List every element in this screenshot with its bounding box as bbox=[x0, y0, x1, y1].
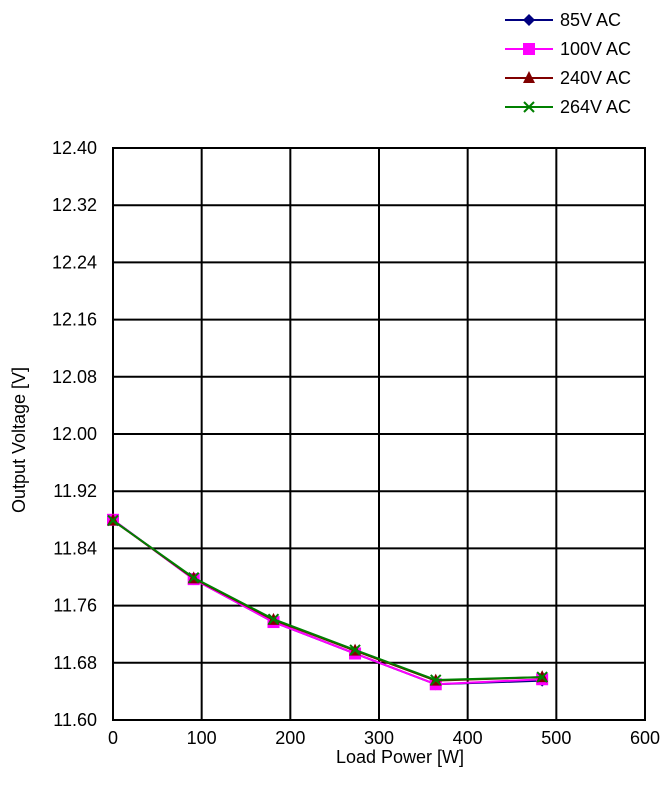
y-axis-label: Output Voltage [V] bbox=[9, 367, 29, 513]
x-tick-label: 200 bbox=[275, 728, 305, 748]
x-axis-ticks: 0 100 200 300 400 500 600 bbox=[108, 728, 660, 748]
grid bbox=[112, 147, 646, 721]
legend-entry: 100V AC bbox=[505, 39, 631, 59]
data-point bbox=[523, 101, 535, 113]
y-tick-label: 12.00 bbox=[52, 424, 97, 444]
data-point bbox=[107, 514, 119, 527]
legend-label: 240V AC bbox=[560, 68, 631, 88]
series-264v-ac bbox=[107, 514, 548, 686]
series-240v-ac bbox=[107, 513, 549, 686]
legend-label: 100V AC bbox=[560, 39, 631, 59]
data-point bbox=[523, 71, 535, 83]
y-axis-ticks: 11.60 11.68 11.76 11.84 11.92 12.00 12.08 12.16… bbox=[52, 138, 97, 730]
y-tick-label: 12.40 bbox=[52, 138, 97, 158]
x-tick-label: 300 bbox=[364, 728, 394, 748]
series-line bbox=[112, 518, 543, 686]
series-group bbox=[107, 513, 549, 691]
legend-label: 85V AC bbox=[560, 10, 621, 30]
x-tick-label: 400 bbox=[453, 728, 483, 748]
data-point bbox=[536, 671, 548, 683]
x-tick-label: 500 bbox=[541, 728, 571, 748]
data-point bbox=[187, 572, 200, 584]
data-point bbox=[523, 14, 535, 26]
y-tick-label: 12.16 bbox=[52, 310, 97, 330]
data-point bbox=[349, 644, 361, 656]
y-tick-label: 12.08 bbox=[52, 367, 97, 387]
legend-entry: 264V AC bbox=[505, 97, 631, 117]
series-line bbox=[112, 519, 543, 682]
y-tick-label: 11.84 bbox=[53, 538, 97, 558]
data-point bbox=[267, 613, 280, 625]
x-tick-label: 0 bbox=[108, 728, 118, 748]
y-tick-label: 11.68 bbox=[53, 653, 97, 673]
y-tick-label: 11.92 bbox=[53, 481, 97, 501]
data-point bbox=[430, 674, 442, 686]
y-tick-label: 11.60 bbox=[53, 710, 97, 730]
series-line bbox=[112, 519, 543, 681]
y-tick-label: 12.24 bbox=[52, 252, 97, 272]
x-axis-label: Load Power [W] bbox=[336, 747, 464, 767]
plot-area bbox=[112, 147, 646, 721]
legend-label: 264V AC bbox=[560, 97, 631, 117]
data-point bbox=[523, 43, 535, 55]
y-tick-label: 12.32 bbox=[52, 195, 97, 215]
y-tick-label: 11.76 bbox=[53, 596, 97, 616]
x-tick-label: 600 bbox=[630, 728, 660, 748]
x-tick-label: 100 bbox=[187, 728, 217, 748]
series-line bbox=[112, 518, 543, 686]
legend-entry: 85V AC bbox=[505, 10, 621, 30]
legend: 85V AC 100V AC 240V AC 264V AC bbox=[505, 10, 631, 117]
legend-entry: 240V AC bbox=[505, 68, 631, 88]
